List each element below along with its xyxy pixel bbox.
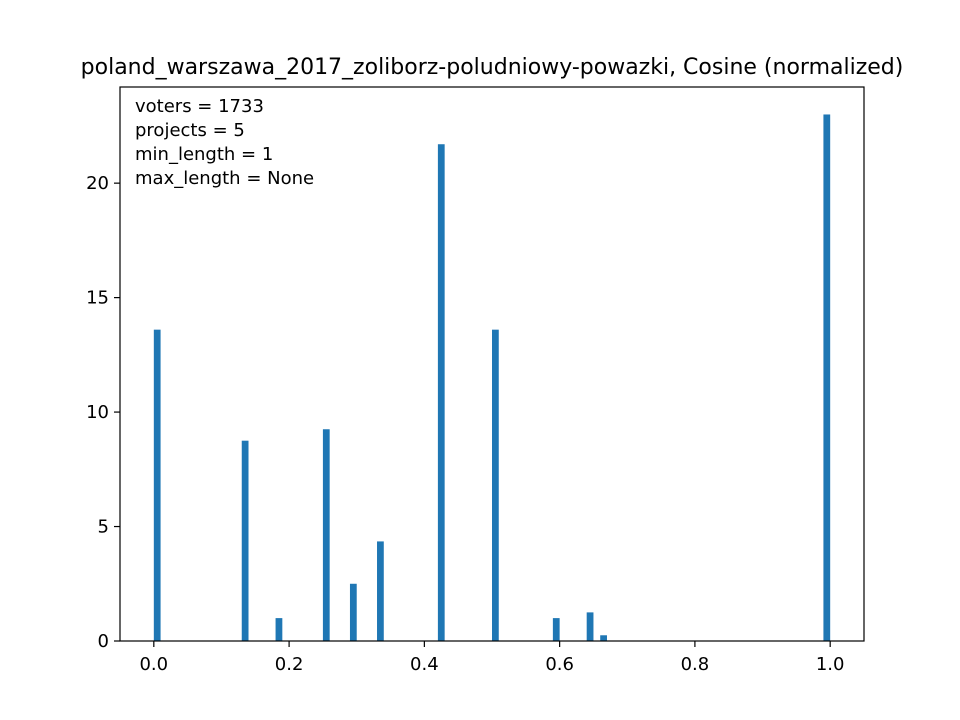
bar-3	[322, 429, 330, 641]
x-tick-label: 0.4	[410, 654, 439, 675]
y-tick-label: 15	[86, 288, 109, 309]
x-tick-label: 1.0	[816, 654, 845, 675]
bar-9	[586, 612, 594, 641]
y-tick-label: 20	[86, 173, 109, 194]
bar-0	[153, 329, 161, 641]
bar-10	[600, 635, 607, 641]
x-tick-label: 0.8	[681, 654, 710, 675]
x-axis: 0.0 0.2 0.4 0.6 0.8 1.0	[139, 641, 845, 675]
bar-4	[349, 583, 357, 641]
bar-8	[552, 618, 560, 641]
y-tick-label: 0	[98, 631, 109, 652]
x-tick-label: 0.2	[275, 654, 304, 675]
x-tick-label: 0.6	[545, 654, 574, 675]
annotation-projects: projects = 5	[135, 120, 245, 141]
plot-frame	[119, 86, 865, 642]
bar-7	[492, 329, 499, 641]
y-tick-label: 10	[86, 402, 109, 423]
bar-11	[823, 114, 831, 642]
bar-group	[153, 114, 831, 642]
chart-title: poland_warszawa_2017_zoliborz-poludniowy…	[81, 55, 904, 80]
bar-5	[377, 541, 384, 641]
bar-2	[275, 618, 283, 641]
annotation-min-length: min_length = 1	[135, 144, 273, 165]
annotation-box: voters = 1733 projects = 5 min_length = …	[135, 96, 314, 189]
x-tick-label: 0.0	[139, 654, 168, 675]
annotation-max-length: max_length = None	[135, 168, 314, 189]
y-axis: 0 5 10 15 20	[86, 173, 120, 652]
bar-6	[437, 144, 445, 642]
y-tick-label: 5	[98, 517, 109, 538]
annotation-voters: voters = 1733	[135, 96, 264, 117]
bar-1	[241, 440, 249, 641]
